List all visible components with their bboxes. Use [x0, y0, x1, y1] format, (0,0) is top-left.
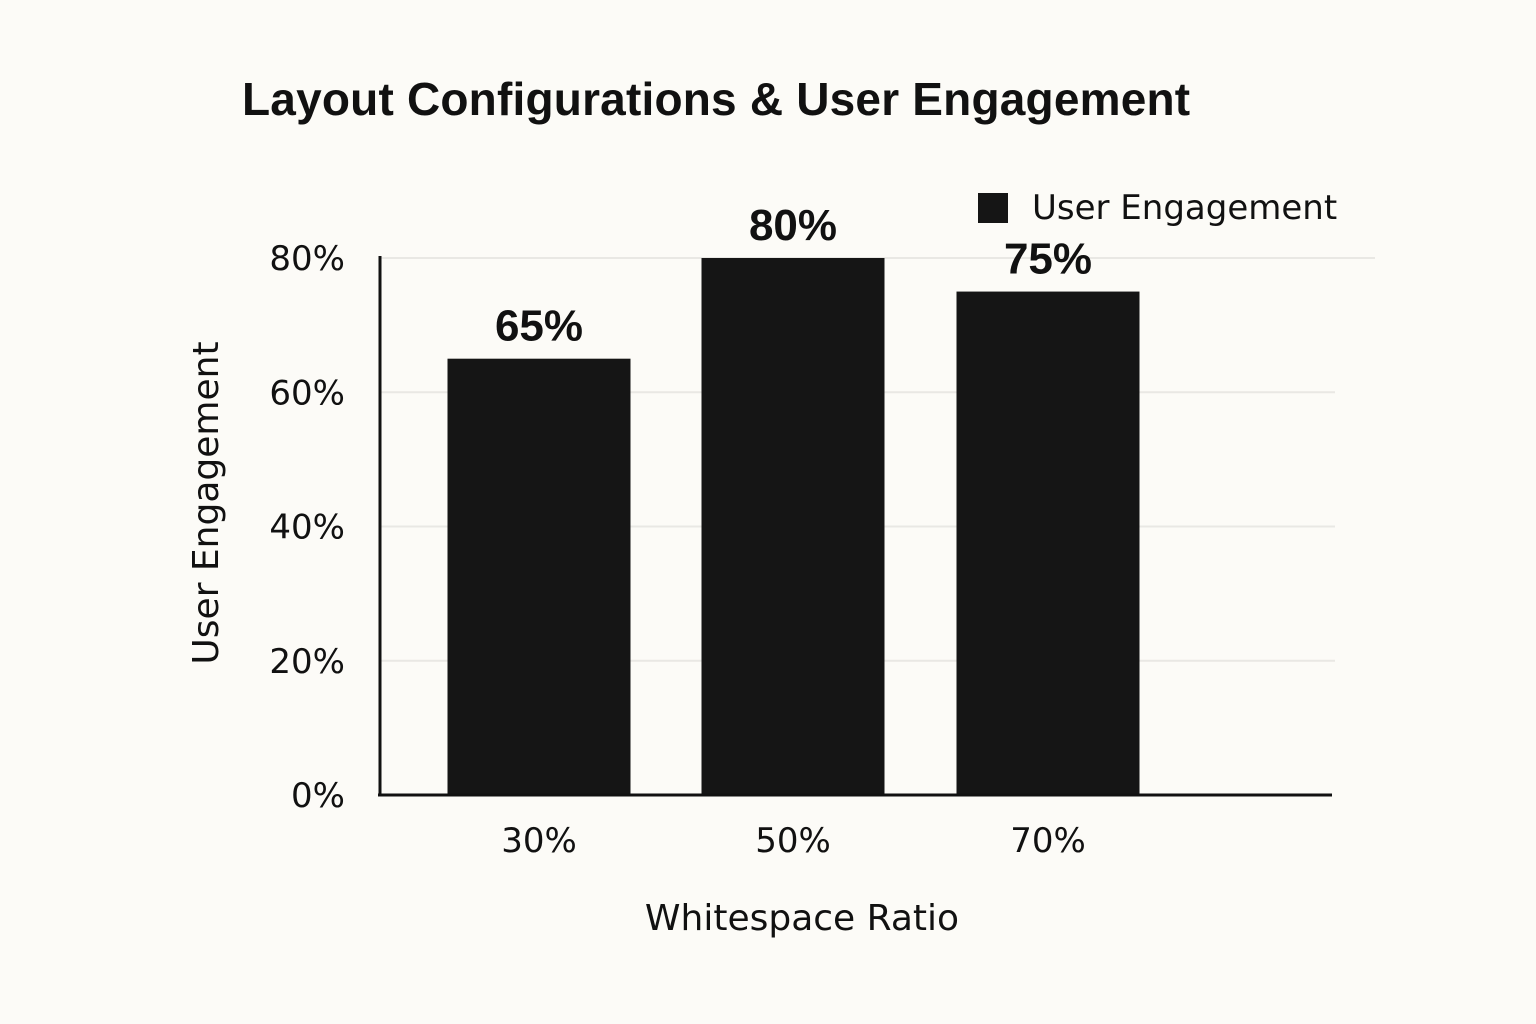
bar — [701, 258, 885, 795]
bar-value-label: 65% — [495, 302, 583, 351]
labels: 0% 20% 40% 60% 80% 65% 30% 80% 50% 75% 70% — [269, 201, 1092, 861]
y-tick-label: 20% — [269, 642, 345, 682]
bar-value-label: 80% — [749, 201, 837, 250]
x-axis-title: Whitespace Ratio — [645, 898, 959, 939]
legend-label: User Engagement — [1032, 188, 1338, 228]
y-tick-label: 60% — [269, 373, 345, 413]
legend-swatch — [978, 193, 1008, 223]
bar-value-label: 75% — [1004, 235, 1092, 284]
y-tick-label: 80% — [269, 239, 345, 279]
y-tick-label: 0% — [291, 776, 345, 816]
bar — [956, 291, 1140, 795]
y-axis-title: User Engagement — [186, 341, 227, 664]
bar — [447, 358, 631, 795]
y-tick-label: 40% — [269, 508, 345, 548]
chart-title: Layout Configurations & User Engagement — [242, 73, 1191, 125]
bars — [447, 258, 1140, 795]
x-tick-label: 30% — [501, 821, 577, 861]
legend: User Engagement — [978, 188, 1337, 228]
x-tick-label: 70% — [1010, 821, 1086, 861]
x-tick-label: 50% — [755, 821, 831, 861]
axes — [378, 256, 1332, 797]
